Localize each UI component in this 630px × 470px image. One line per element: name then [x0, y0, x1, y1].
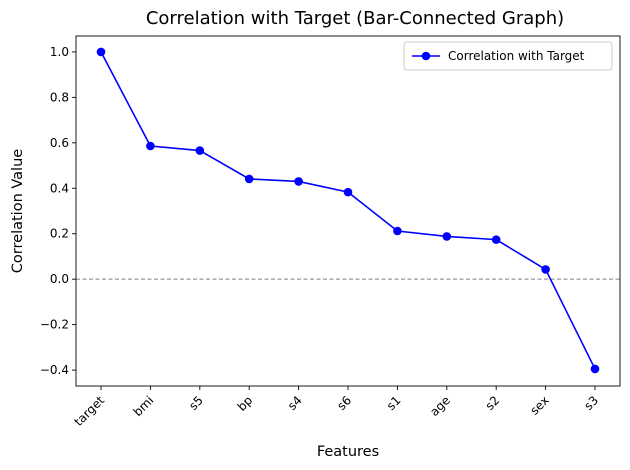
data-point-s5 [195, 146, 205, 155]
y-tick-label: 1.0 [50, 45, 69, 59]
data-point-s6 [343, 187, 353, 197]
data-point-bp [244, 174, 254, 184]
y-tick-label: −0.2 [40, 318, 69, 332]
chart-title: Correlation with Target (Bar-Connected G… [146, 8, 564, 29]
data-point-age [442, 232, 452, 241]
data-point-s3 [590, 364, 600, 374]
y-tick-label: 0.0 [50, 272, 69, 286]
legend-box [403, 41, 613, 71]
y-tick-label: 0.2 [50, 227, 69, 241]
data-point-bmi [146, 141, 155, 151]
legend: Correlation with Target [403, 41, 613, 71]
plot-area [76, 47, 620, 374]
x-axis-label: Features [317, 444, 379, 460]
y-tick-label: −0.4 [40, 363, 69, 377]
data-point-s4 [294, 177, 303, 186]
data-point-s2 [491, 235, 501, 244]
data-point-sex [541, 265, 550, 274]
data-point-target [96, 47, 106, 57]
y-tick-label: 0.6 [50, 136, 69, 150]
legend-marker-swatch [421, 51, 431, 61]
legend-label: Correlation with Target [448, 49, 585, 63]
y-tick-label: 0.4 [50, 181, 69, 195]
y-tick-label: 0.8 [50, 90, 69, 104]
y-axis-label: Correlation Value [10, 149, 26, 273]
data-point-s1 [393, 226, 402, 236]
